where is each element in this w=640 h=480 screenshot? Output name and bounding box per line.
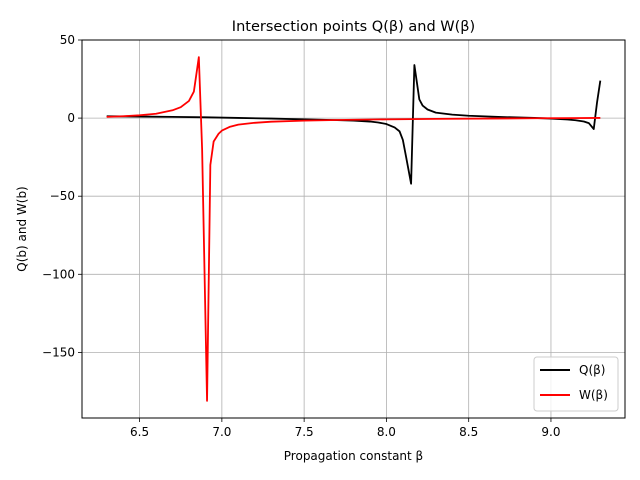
legend-label-q: Q(β) bbox=[579, 363, 605, 377]
x-tick-label: 8.5 bbox=[459, 425, 478, 439]
y-tick-label: 0 bbox=[67, 111, 75, 125]
axis-ticks: 6.5 7.0 7.5 8.0 8.5 9.0 −150 −100 −50 0 50 bbox=[42, 33, 560, 439]
x-tick-label: 7.0 bbox=[212, 425, 231, 439]
legend: Q(β) W(β) bbox=[533, 356, 619, 412]
y-tick-label: 50 bbox=[60, 33, 75, 47]
x-tick-label: 6.5 bbox=[130, 425, 149, 439]
y-axis-label: Q(b) and W(b) bbox=[15, 186, 29, 271]
series-lines bbox=[106, 56, 602, 402]
plot-area bbox=[82, 40, 625, 418]
series-line-w bbox=[106, 56, 601, 402]
x-tick-label: 8.0 bbox=[377, 425, 396, 439]
y-tick-label: −50 bbox=[50, 189, 75, 203]
y-tick-label: −100 bbox=[42, 267, 75, 281]
x-tick-label: 7.5 bbox=[295, 425, 314, 439]
chart-title: Intersection points Q(β) and W(β) bbox=[232, 19, 475, 35]
y-tick-label: −150 bbox=[42, 345, 75, 359]
x-tick-label: 9.0 bbox=[541, 425, 560, 439]
series-line-q bbox=[106, 64, 602, 185]
legend-label-w: W(β) bbox=[579, 388, 608, 402]
plot-frame bbox=[81, 39, 626, 419]
x-axis-label: Propagation constant β bbox=[284, 449, 423, 463]
